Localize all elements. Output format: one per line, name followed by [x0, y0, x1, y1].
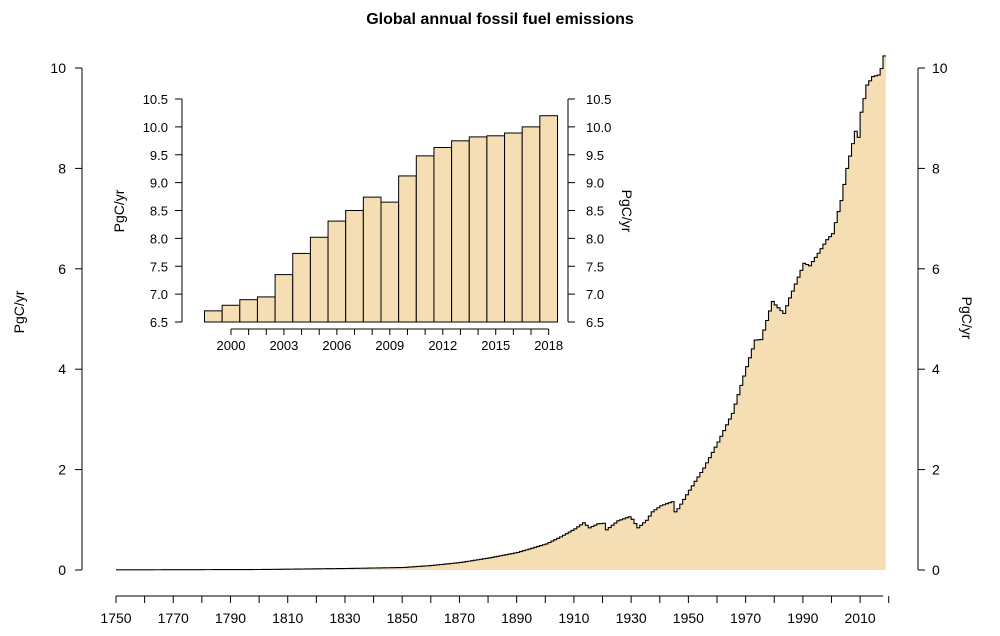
inset-bar — [239, 299, 258, 323]
inset-y-tick-label-left: 10.5 — [143, 92, 168, 107]
inset-plot: 6.5 7.0 7.5 8.0 8.5 9.0 9.5 10.0 10.5 PgC/yr 6.5 7.… — [111, 92, 635, 353]
y-tick-label-left: 0 — [58, 562, 66, 578]
inset-y-tick-label-right: 7.5 — [586, 259, 604, 274]
inset-y-tick-label-right: 10.5 — [586, 92, 611, 107]
x-tick-label: 1810 — [272, 610, 303, 626]
y-tick-label-right: 6 — [932, 261, 940, 277]
inset-y-tick-label-right: 9.0 — [586, 176, 604, 191]
inset-y-tick-label-left: 6.5 — [150, 315, 168, 330]
emissions-area — [116, 55, 886, 570]
inset-x-tick-label: 2000 — [217, 338, 246, 353]
x-tick-label: 1970 — [730, 610, 761, 626]
inset-y-tick-label-left: 7.5 — [150, 259, 168, 274]
inset-bar — [256, 296, 276, 323]
inset-y-tick-label-left: 9.5 — [150, 148, 168, 163]
inset-bar — [468, 136, 488, 323]
inset-bar — [274, 274, 294, 323]
inset-y-tick-label-right: 8.0 — [586, 231, 604, 246]
inset-y-tick-label-left: 7.0 — [150, 287, 168, 302]
inset-bar — [221, 304, 241, 323]
inset-x-tick-label: 2003 — [269, 338, 298, 353]
x-tick-label: 1790 — [215, 610, 246, 626]
x-tick-label: 1830 — [329, 610, 360, 626]
inset-bar — [309, 236, 329, 323]
inset-bar — [204, 310, 223, 323]
inset-bar — [380, 201, 400, 323]
x-tick-label: 1870 — [444, 610, 475, 626]
inset-bar — [451, 140, 470, 323]
y-tick-label-right: 8 — [932, 160, 940, 176]
y-axis-title-left: PgC/yr — [11, 290, 27, 333]
inset-x-tick-label: 2012 — [428, 338, 457, 353]
x-tick-label: 1910 — [558, 610, 589, 626]
inset-bar — [345, 210, 364, 323]
x-tick-label: 2010 — [845, 610, 876, 626]
emissions-line — [116, 55, 886, 571]
inset-y-tick-label-left: 8.5 — [150, 204, 168, 219]
inset-bar — [362, 196, 382, 323]
x-tick-label: 1850 — [387, 610, 418, 626]
x-tick-label: 1930 — [616, 610, 647, 626]
x-tick-label: 1770 — [158, 610, 189, 626]
inset-bar — [504, 132, 523, 323]
x-tick-label: 1750 — [100, 610, 131, 626]
y-tick-label-right: 10 — [932, 60, 948, 76]
inset-x-tick-label: 2018 — [534, 338, 563, 353]
x-tick-label: 1990 — [787, 610, 818, 626]
inset-bar — [415, 155, 435, 323]
inset-bar — [398, 175, 417, 323]
inset-bar — [486, 135, 506, 323]
inset-y-tick-label-left: 9.0 — [150, 176, 168, 191]
inset-y-tick-label-right: 7.0 — [586, 287, 604, 302]
inset-bar — [521, 126, 541, 323]
inset-bar — [292, 252, 311, 323]
inset-bar — [327, 220, 347, 323]
inset-x-tick-label: 2006 — [322, 338, 351, 353]
inset-y-tick-label-right: 8.5 — [586, 204, 604, 219]
inset-y-tick-label-right: 6.5 — [586, 315, 604, 330]
y-tick-label-right: 4 — [932, 361, 940, 377]
inset-y-tick-label-left: 10.0 — [143, 120, 168, 135]
main-plot: 1750 1770 1790 1810 1830 1850 1870 1890 1910 1930… — [11, 55, 975, 626]
y-tick-label-right: 0 — [932, 562, 940, 578]
x-tick-label: 1890 — [501, 610, 532, 626]
y-axis-title-right: PgC/yr — [959, 297, 975, 340]
inset-y-tick-label-right: 9.5 — [586, 148, 604, 163]
inset-bar — [539, 115, 558, 323]
y-tick-label-left: 6 — [58, 261, 66, 277]
y-tick-label-left: 10 — [50, 60, 66, 76]
inset-y-axis-title-right: PgC/yr — [619, 190, 635, 233]
inset-y-axis-title-left: PgC/yr — [111, 189, 127, 232]
inset-y-tick-label-right: 10.0 — [586, 120, 611, 135]
inset-y-tick-label-left: 8.0 — [150, 231, 168, 246]
inset-x-tick-label: 2015 — [481, 338, 510, 353]
chart-title: Global annual fossil fuel emissions — [366, 11, 634, 28]
inset-x-tick-label: 2009 — [375, 338, 404, 353]
y-tick-label-left: 8 — [58, 160, 66, 176]
y-tick-label-right: 2 — [932, 462, 940, 478]
inset-bar — [433, 147, 453, 323]
y-tick-label-left: 2 — [58, 462, 66, 478]
y-tick-label-left: 4 — [58, 361, 66, 377]
x-tick-label: 1950 — [673, 610, 704, 626]
